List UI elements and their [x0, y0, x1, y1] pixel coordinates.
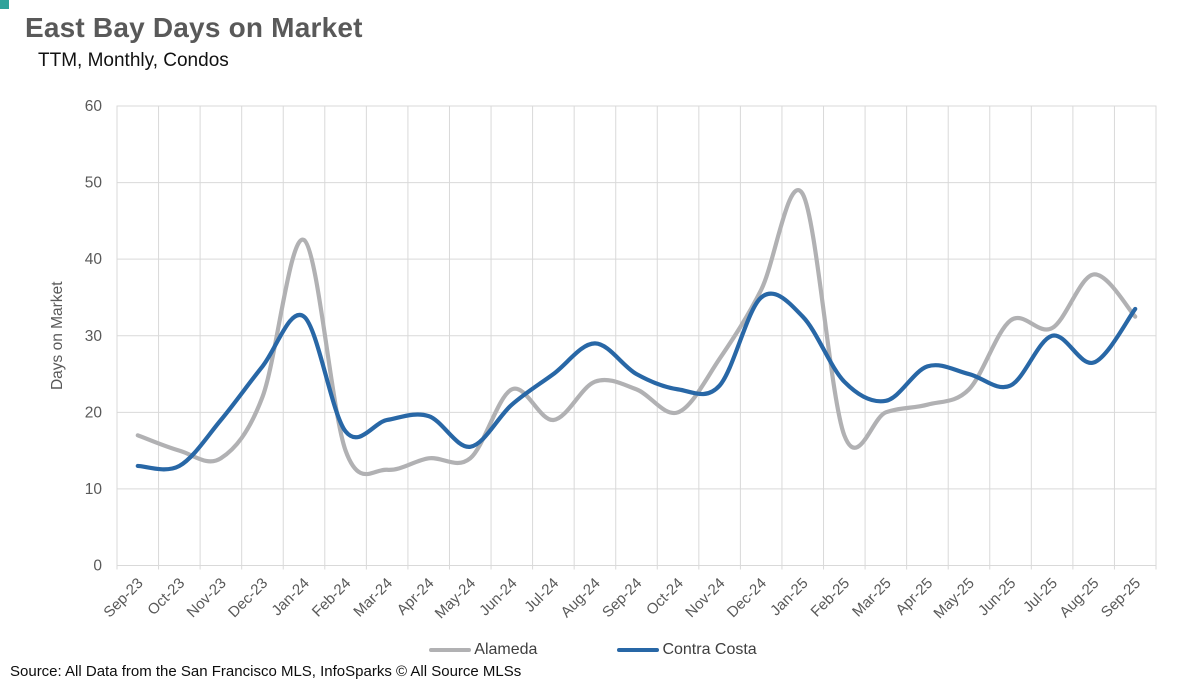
x-tick-label: Sep-25	[1098, 575, 1144, 621]
x-tick-label: Jan-25	[767, 575, 811, 619]
y-tick-label: 10	[85, 481, 103, 498]
x-tick-label: May-24	[432, 575, 479, 622]
x-tick-label: Aug-24	[558, 575, 604, 621]
source-note: Source: All Data from the San Francisco …	[10, 663, 522, 680]
x-tick-label: Sep-24	[599, 575, 645, 621]
x-tick-label: Jun-24	[476, 575, 520, 619]
x-tick-label: Nov-23	[184, 575, 230, 621]
x-tick-label: Feb-25	[807, 575, 853, 621]
chart-legend: Alameda Contra Costa	[0, 641, 1186, 659]
x-tick-label: Feb-24	[309, 575, 355, 621]
legend-item-contra-costa: Contra Costa	[617, 641, 757, 659]
x-tick-label: Oct-24	[643, 575, 687, 619]
y-tick-label: 50	[85, 175, 103, 192]
y-tick-label: 0	[93, 558, 102, 575]
x-tick-label: Jul-25	[1020, 575, 1061, 616]
contra-costa-line-swatch	[617, 647, 660, 653]
x-tick-label: Apr-25	[892, 575, 936, 619]
legend-label-alameda: Alameda	[474, 641, 538, 658]
series-line-contra-costa	[135, 291, 1138, 472]
y-tick-label: 40	[85, 251, 103, 268]
y-tick-label: 60	[85, 98, 103, 115]
y-tick-label: 20	[85, 404, 103, 421]
chart-title: East Bay Days on Market	[25, 12, 363, 43]
alameda-line-swatch	[429, 647, 472, 653]
x-tick-label: Dec-23	[225, 575, 271, 621]
x-tick-label: Mar-25	[849, 575, 895, 621]
x-tick-label: Sep-23	[100, 575, 146, 621]
x-tick-label: Jun-25	[975, 575, 1019, 619]
x-tick-label: Jan-24	[268, 575, 312, 619]
chart-subtitle: TTM, Monthly, Condos	[38, 50, 229, 71]
x-tick-label: Dec-24	[724, 575, 770, 621]
x-tick-label: May-25	[930, 575, 977, 622]
y-tick-label: 30	[85, 328, 103, 345]
legend-item-alameda: Alameda	[429, 641, 537, 659]
x-tick-label: Jul-24	[521, 575, 562, 616]
x-tick-label: Apr-24	[394, 575, 438, 619]
series-line-alameda	[135, 188, 1138, 477]
corner-accent-mark	[0, 0, 9, 9]
x-tick-label: Nov-24	[682, 575, 728, 621]
y-axis-title: Days on Market	[49, 281, 66, 390]
plot-border	[116, 105, 1157, 566]
legend-label-contra-costa: Contra Costa	[662, 641, 757, 658]
x-tick-label: Mar-24	[350, 575, 396, 621]
x-tick-label: Oct-23	[144, 575, 188, 619]
x-tick-label: Aug-25	[1056, 575, 1102, 621]
